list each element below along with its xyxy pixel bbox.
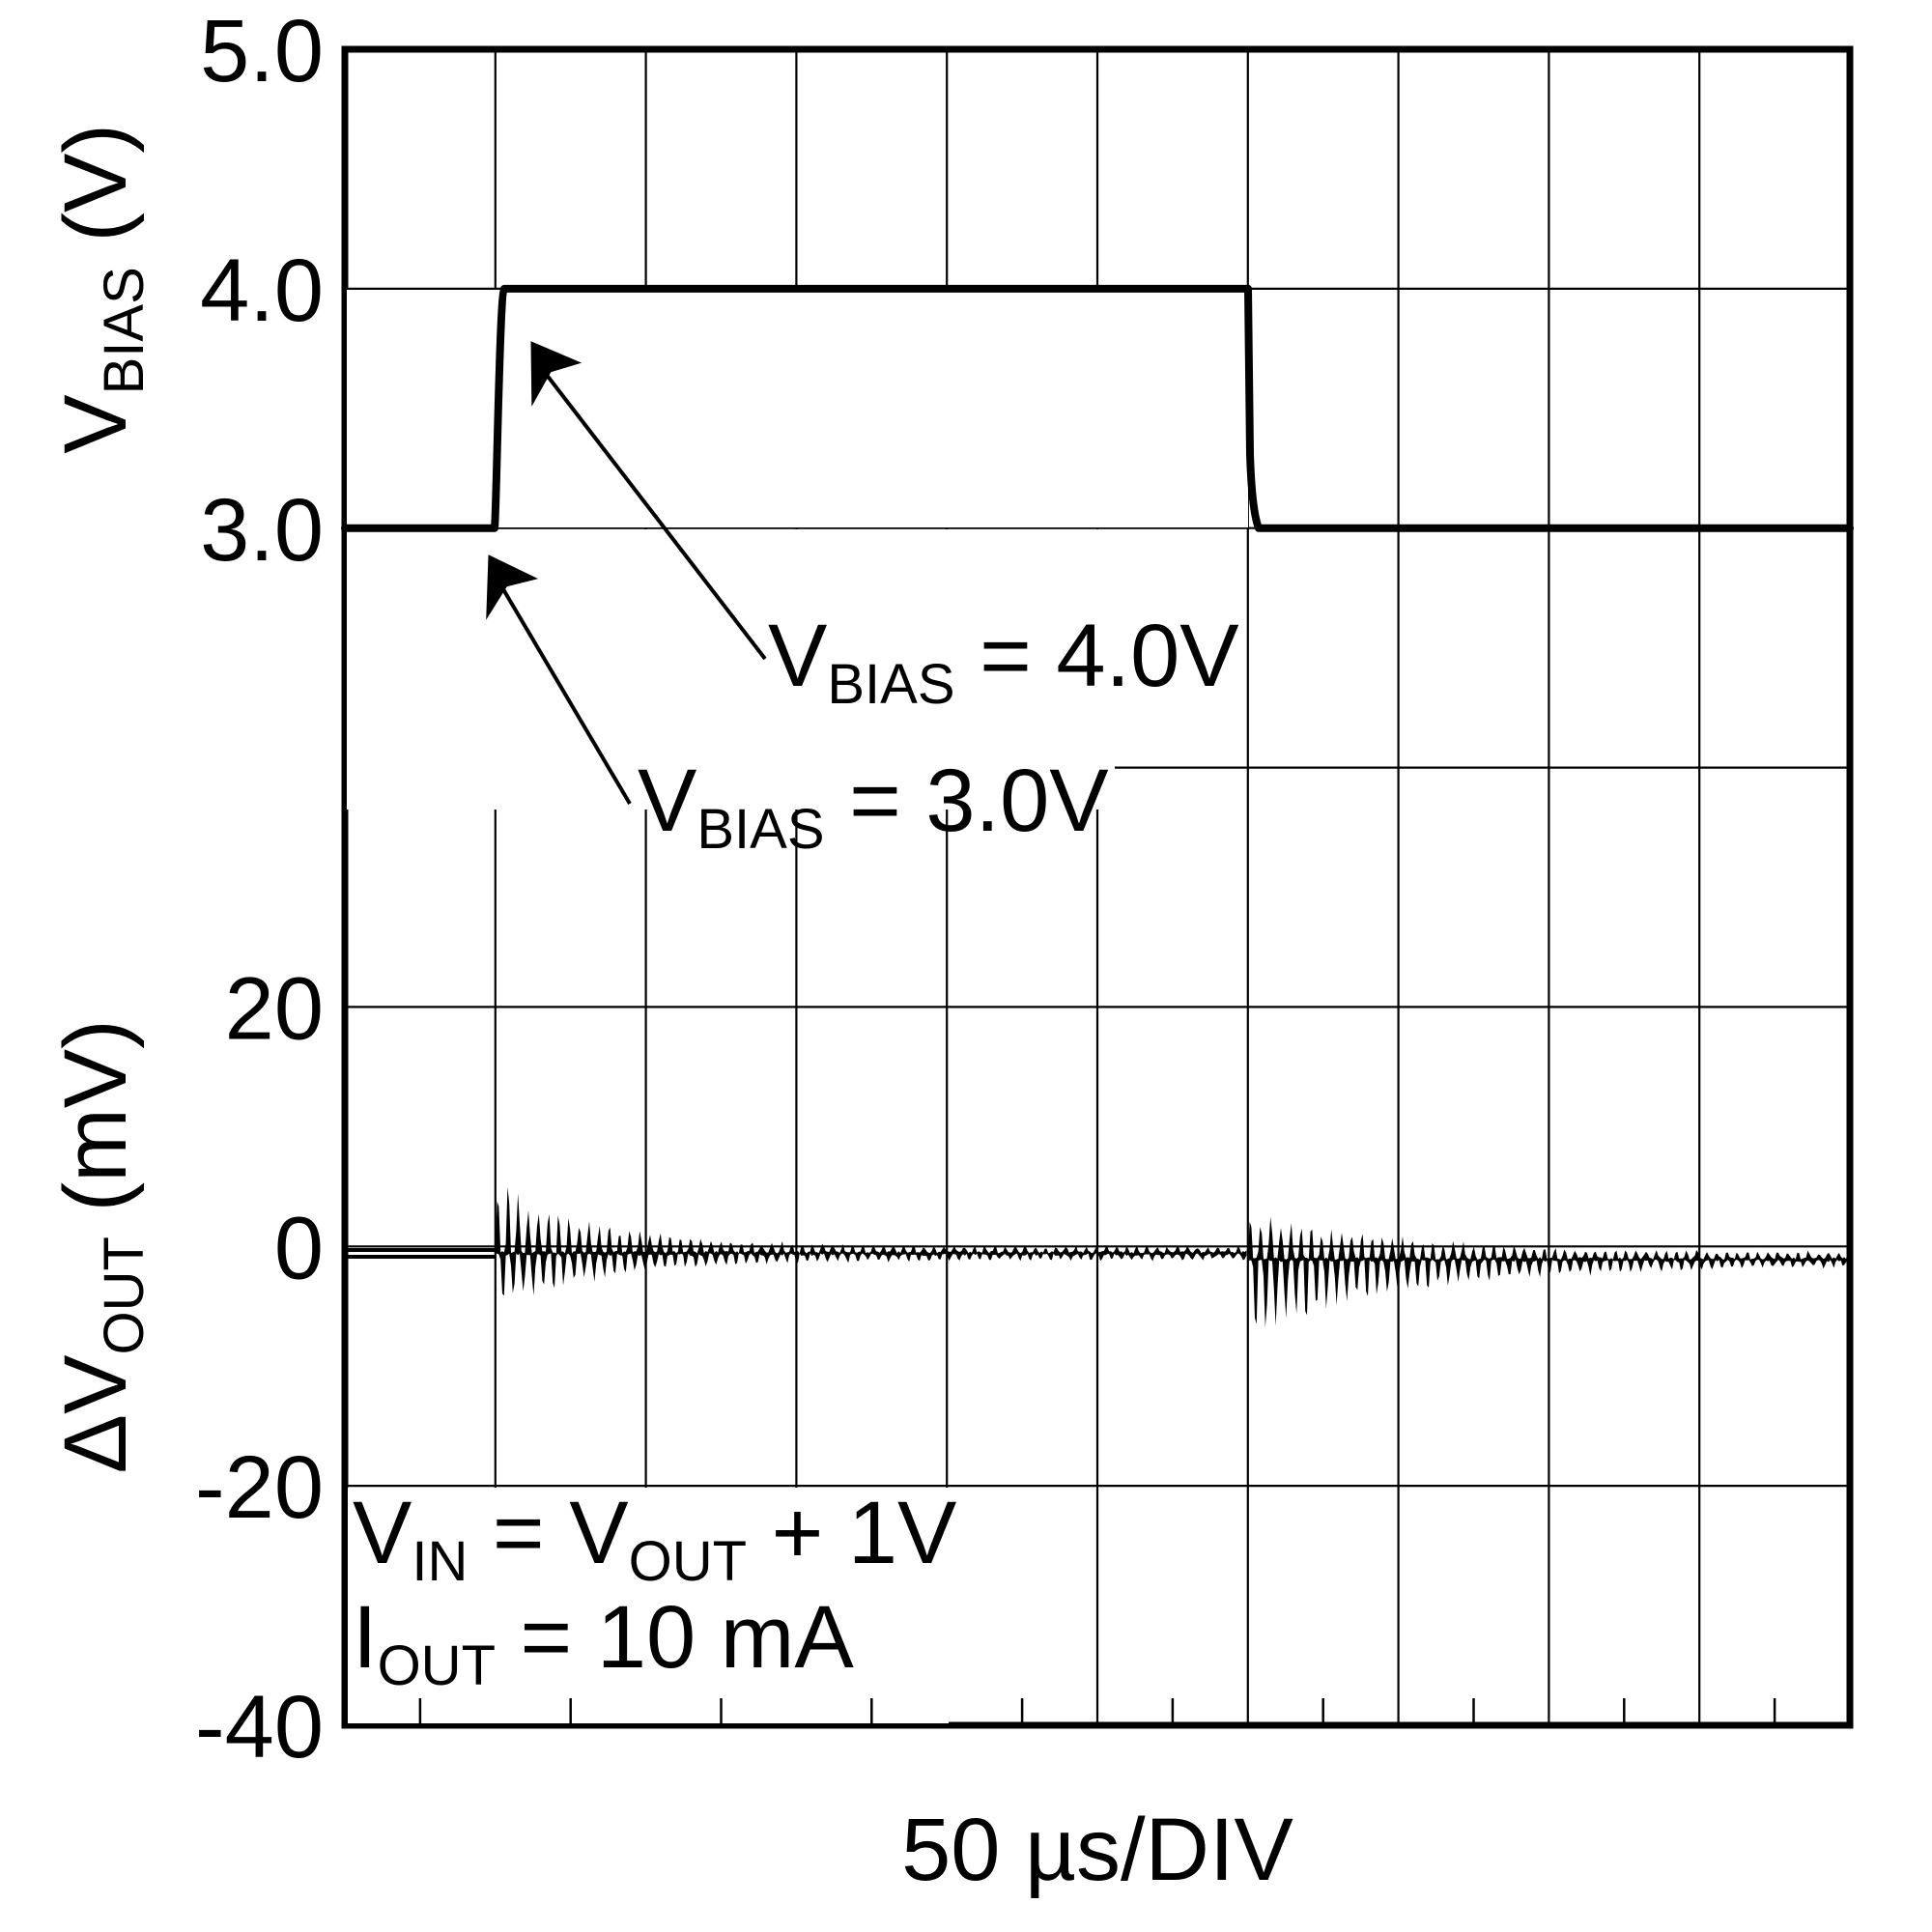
svg-text:VBIAS (V): VBIAS (V)	[46, 124, 156, 454]
svg-text:-40: -40	[195, 1678, 324, 1776]
svg-text:3.0: 3.0	[200, 481, 324, 580]
svg-text:0: 0	[274, 1199, 324, 1297]
svg-text:50 µs/DIV: 50 µs/DIV	[901, 1801, 1293, 1899]
svg-text:ΔVOUT (mV): ΔVOUT (mV)	[46, 1019, 156, 1473]
svg-text:-20: -20	[195, 1438, 324, 1537]
svg-text:5.0: 5.0	[200, 2, 324, 100]
svg-text:20: 20	[225, 960, 324, 1059]
svg-text:4.0: 4.0	[200, 242, 324, 340]
